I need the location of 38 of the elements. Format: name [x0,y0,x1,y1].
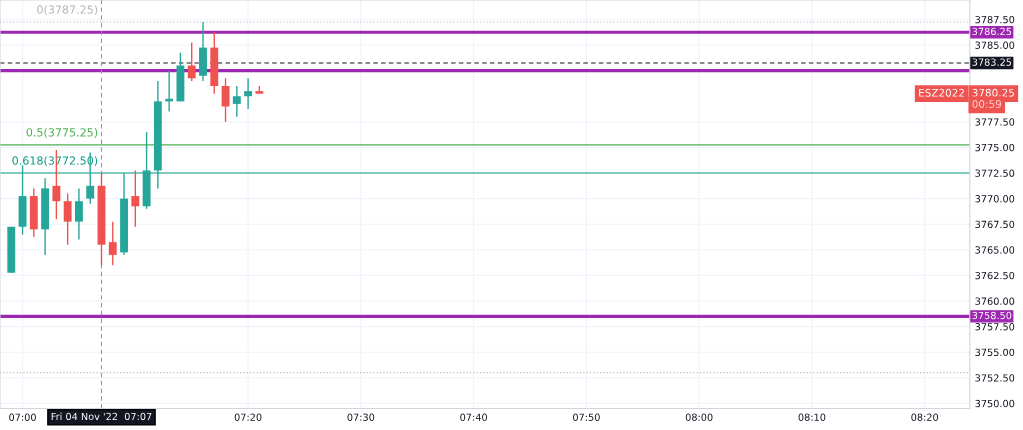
y-tick-label: 3777.50 [975,118,1015,126]
x-tick-label: 07:20 [234,413,262,421]
x-tick-label: 07:40 [460,413,487,421]
x-tick-label: 08:10 [798,413,826,421]
candlestick [108,220,117,266]
x-tick-label: 08:20 [911,413,939,421]
y-tick-label: 3787.50 [975,15,1015,24]
y-tick-label: 3785.00 [975,41,1015,49]
ref-line-label: 3758.50 [972,311,1012,320]
candlestick [131,169,140,228]
ref-line-label: 0.5(3775.25) [26,127,98,138]
y-tick-label: 3772.50 [975,169,1015,177]
text: 3780.25 [972,88,1014,97]
annotation: ESZ2022 [919,88,964,97]
candlestick [187,41,196,82]
ref-line-label: 3783.25 [972,58,1012,66]
ref-line-label: Fri 04 Nov '22 07:07 [51,412,152,421]
ref-line-label: 0(3787.25) [37,5,98,16]
y-tick-label: 3760.00 [975,297,1015,305]
y-tick-label: 3750.00 [975,399,1015,408]
y-tick-label: 3770.00 [975,195,1015,203]
candlestick [244,77,253,110]
text: 00:59 [972,100,1002,108]
candlestick [63,192,72,246]
ref-line-label: 3786.25 [972,27,1012,36]
x-tick-label: 08:00 [685,413,713,421]
y-tick-label: 3757.50 [975,323,1015,331]
candlestick [232,85,241,118]
x-tick-label: 07:30 [347,413,375,421]
y-tick-label: 3767.50 [975,220,1015,229]
y-tick-label: 3755.00 [975,348,1015,357]
y-tick-label: 3765.00 [975,246,1015,254]
y-tick-label: 3752.50 [975,374,1015,382]
candlestick [74,187,83,241]
x-tick-label: 07:00 [9,413,36,421]
y-tick-label: 3775.00 [975,143,1015,152]
x-tick-label: 07:50 [573,413,600,421]
y-tick-label: 3762.50 [975,271,1015,280]
